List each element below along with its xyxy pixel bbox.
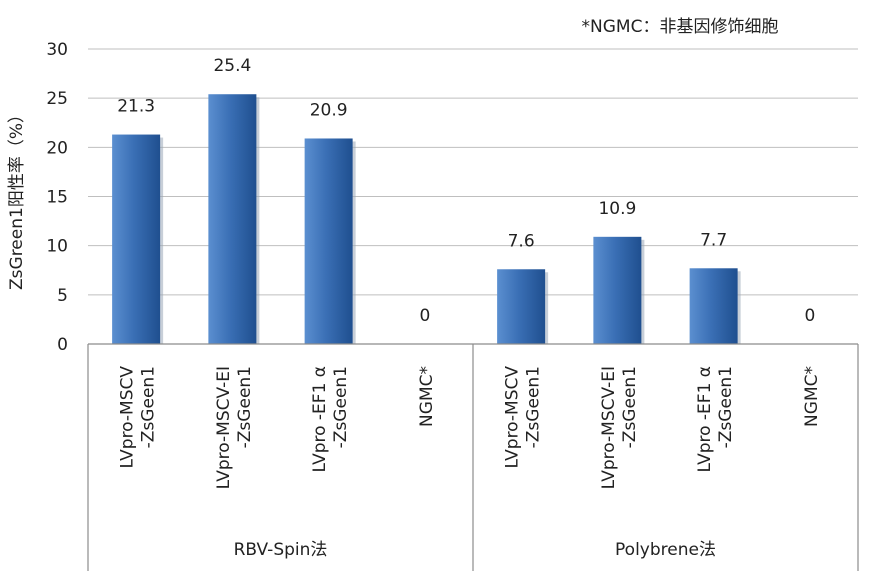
y-tick-label: 20 <box>46 138 68 158</box>
data-label: 7.7 <box>700 230 727 250</box>
x-tick-label: -ZsGeen1 <box>620 366 640 448</box>
x-tick-label: LVpro-MSCV-EI <box>599 366 619 489</box>
x-tick-label: NGMC* <box>417 366 437 427</box>
x-tick-label: -ZsGeen1 <box>139 366 159 448</box>
y-tick-label: 15 <box>46 188 68 208</box>
chart-note: *NGMC：非基因修饰细胞 <box>582 17 779 37</box>
x-axis: LVpro-MSCV -ZsGeen1 LVpro-MSCV-EI -ZsGeen1 L… <box>87 343 859 571</box>
group-label: RBV-Spin法 <box>234 540 328 560</box>
y-tick-label: 30 <box>46 40 68 60</box>
y-axis-ticks: 0 5 10 15 20 25 30 <box>46 40 68 355</box>
x-tick-label: -ZsGeen1 <box>331 366 351 448</box>
y-axis-label: ZsGreen1阳性率（%） <box>7 106 27 290</box>
data-label: 25.4 <box>213 56 251 76</box>
x-tick-label: NGMC* <box>802 366 822 427</box>
y-tick-label: 10 <box>46 237 68 257</box>
x-tick-label: LVpro -EF1 α <box>310 366 330 473</box>
y-tick-label: 5 <box>57 286 68 306</box>
x-tick-label: LVpro-MSCV <box>503 366 523 469</box>
gridlines <box>88 48 858 296</box>
x-tick-label: -ZsGeen1 <box>524 366 544 448</box>
x-tick-label: LVpro-MSCV-EI <box>214 366 234 489</box>
data-label: 20.9 <box>310 100 348 120</box>
bar <box>497 269 546 344</box>
bar <box>304 138 353 344</box>
bar <box>112 134 161 344</box>
group-label: Polybrene法 <box>615 540 716 560</box>
x-tick-label: LVpro -EF1 α <box>695 366 715 473</box>
x-tick-label: LVpro-MSCV <box>118 366 138 469</box>
bars: 21.3 25.4 20.9 0 7.6 10.9 7.7 0 <box>112 56 815 344</box>
bar <box>208 94 257 344</box>
y-tick-label: 0 <box>57 335 68 355</box>
x-tick-label: -ZsGeen1 <box>235 366 255 448</box>
data-label: 0 <box>419 306 430 326</box>
bar <box>689 268 738 344</box>
y-tick-label: 25 <box>46 89 68 109</box>
data-label: 0 <box>804 306 815 326</box>
bar <box>593 236 642 344</box>
x-tick-label: -ZsGeen1 <box>716 366 736 448</box>
data-label: 7.6 <box>508 231 535 251</box>
data-label: 21.3 <box>117 97 155 117</box>
data-label: 10.9 <box>598 199 636 219</box>
